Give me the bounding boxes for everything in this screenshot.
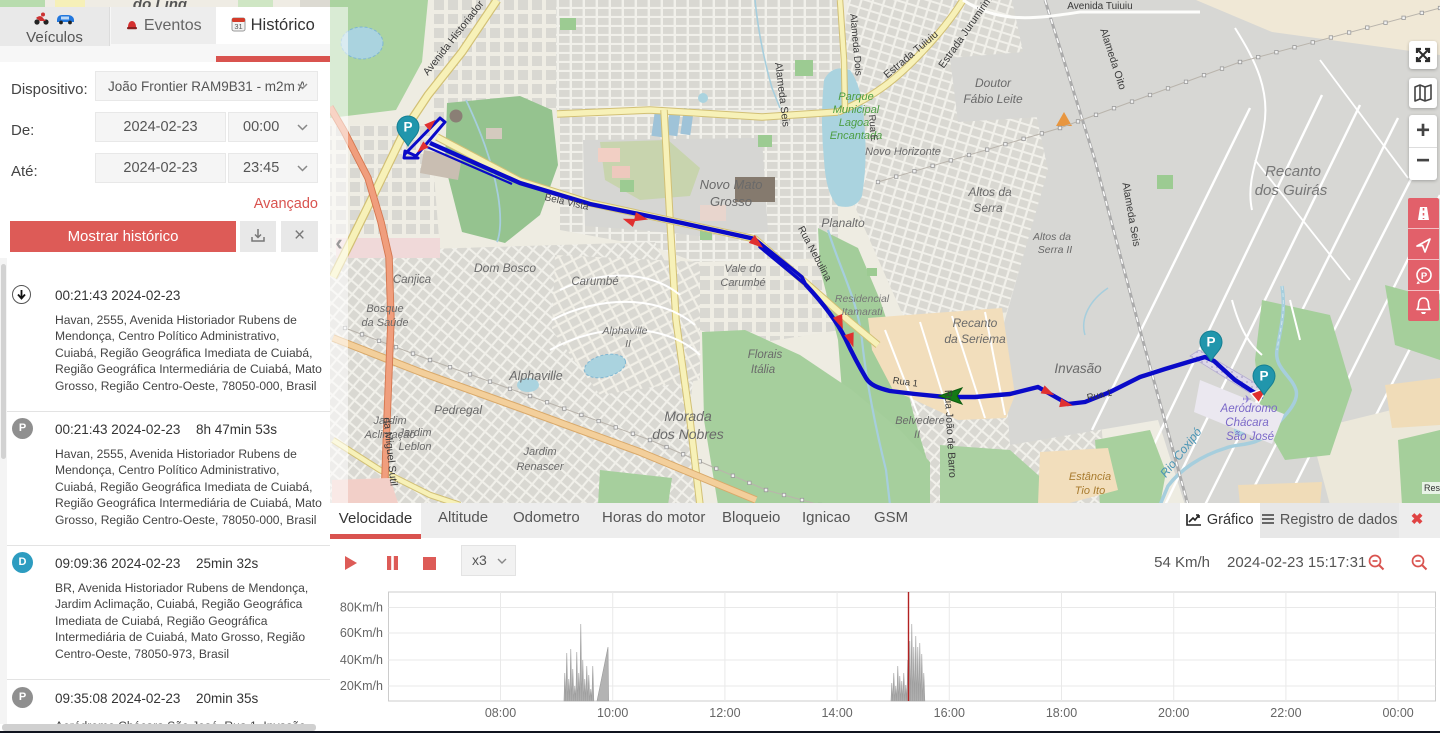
svg-text:II: II [914, 429, 920, 441]
svg-text:‹: ‹ [335, 230, 342, 255]
svg-text:Canjica: Canjica [393, 274, 431, 286]
svg-text:Alphaville: Alphaville [602, 325, 648, 337]
svg-text:Recanto: Recanto [953, 316, 998, 330]
svg-text:Florais: Florais [748, 349, 783, 361]
svg-text:Jardim: Jardim [397, 427, 431, 439]
svg-text:Encantada: Encantada [830, 130, 883, 142]
svg-text:16:00: 16:00 [934, 706, 965, 720]
svg-text:Aclimação: Aclimação [364, 429, 416, 441]
svg-text:Carumbé: Carumbé [571, 276, 618, 288]
svg-text:II: II [625, 338, 631, 350]
svg-text:18:00: 18:00 [1046, 706, 1077, 720]
svg-text:Aeródromo: Aeródromo [1220, 403, 1278, 415]
svg-text:Itália: Itália [751, 364, 775, 376]
svg-text:Parque: Parque [838, 91, 873, 103]
svg-text:✈: ✈ [1242, 394, 1251, 406]
svg-text:31: 31 [235, 22, 243, 31]
svg-text:Residencial: Residencial [835, 293, 890, 305]
svg-text:Pedregal: Pedregal [434, 403, 482, 417]
svg-text:da Seriema: da Seriema [944, 332, 1006, 346]
svg-text:Municipal: Municipal [833, 104, 880, 116]
svg-text:dos Nobres: dos Nobres [652, 426, 724, 442]
svg-text:Invasão: Invasão [1054, 361, 1102, 376]
svg-text:Leblon: Leblon [398, 441, 431, 453]
svg-text:00:00: 00:00 [1382, 706, 1413, 720]
svg-text:Planalto: Planalto [821, 216, 865, 230]
svg-text:Tio Ito: Tio Ito [1075, 485, 1105, 497]
svg-text:Belvedere: Belvedere [895, 415, 945, 427]
svg-text:Itamarati: Itamarati [842, 306, 884, 318]
svg-text:Grosso: Grosso [710, 194, 752, 209]
svg-text:Recanto: Recanto [1265, 163, 1321, 180]
svg-text:10:00: 10:00 [597, 706, 628, 720]
svg-text:P: P [1259, 369, 1268, 384]
svg-text:Serra: Serra [973, 201, 1003, 215]
svg-text:Avenida Tuiuiu: Avenida Tuiuiu [1067, 1, 1132, 12]
svg-text:Vale do: Vale do [725, 263, 762, 275]
svg-text:80Km/h: 80Km/h [340, 601, 383, 615]
svg-text:Dom Bosco: Dom Bosco [474, 261, 536, 275]
svg-text:Jardim: Jardim [522, 446, 556, 458]
svg-text:Novo Mato: Novo Mato [700, 177, 763, 192]
svg-text:Lagoa: Lagoa [839, 117, 870, 129]
svg-text:Estância: Estância [1069, 471, 1111, 483]
svg-text:Altos da: Altos da [967, 185, 1012, 199]
svg-text:Morada: Morada [664, 408, 712, 424]
svg-text:Renascer: Renascer [516, 461, 564, 473]
svg-text:Fábio Leite: Fábio Leite [963, 92, 1023, 106]
svg-text:Alameda Dois: Alameda Dois [847, 13, 863, 76]
svg-text:Doutor: Doutor [975, 76, 1012, 90]
svg-text:dos Guirás: dos Guirás [1255, 182, 1328, 199]
svg-text:P: P [403, 120, 412, 135]
svg-text:Chácara: Chácara [1225, 417, 1268, 429]
svg-text:P: P [1206, 335, 1215, 350]
svg-text:20Km/h: 20Km/h [340, 679, 383, 693]
svg-text:Rua 1: Rua 1 [1086, 388, 1113, 404]
svg-text:Res: Res [1424, 483, 1440, 493]
svg-text:08:00: 08:00 [485, 706, 516, 720]
svg-text:da Saúde: da Saúde [361, 317, 408, 329]
svg-text:Altos da: Altos da [1032, 231, 1071, 243]
svg-text:40Km/h: 40Km/h [340, 653, 383, 667]
svg-text:22:00: 22:00 [1270, 706, 1301, 720]
svg-text:Carumbé: Carumbé [720, 277, 765, 289]
svg-text:Rua 1: Rua 1 [892, 375, 919, 389]
svg-text:Rua E: Rua E [866, 114, 879, 141]
svg-text:Novo Horizonte: Novo Horizonte [865, 146, 941, 158]
svg-text:60Km/h: 60Km/h [340, 626, 383, 640]
svg-text:Rua João de Barro: Rua João de Barro [942, 390, 959, 479]
svg-text:20:00: 20:00 [1158, 706, 1189, 720]
svg-text:Alphaville: Alphaville [508, 369, 563, 383]
svg-text:P: P [1421, 271, 1428, 282]
svg-text:12:00: 12:00 [709, 706, 740, 720]
svg-text:Bosque: Bosque [366, 303, 403, 315]
svg-text:Serra II: Serra II [1038, 244, 1073, 256]
svg-text:Jardim: Jardim [372, 415, 406, 427]
svg-text:São José: São José [1226, 431, 1274, 443]
svg-text:14:00: 14:00 [821, 706, 852, 720]
